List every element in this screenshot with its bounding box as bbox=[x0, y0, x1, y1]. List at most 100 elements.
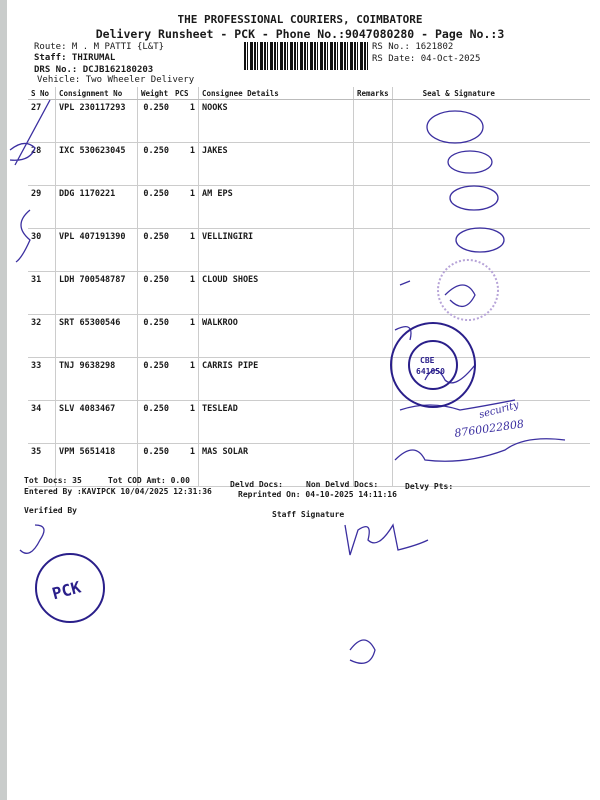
col-consignment: Consignment No bbox=[55, 87, 138, 100]
pcs: 1 bbox=[172, 142, 199, 186]
table-row: 29 DDG 1170221 0.250 1 AM EPS bbox=[28, 185, 590, 229]
signature-marks: 8760022808 security bbox=[9, 99, 566, 664]
entered-by: Entered By :KAVIPCK 10/04/2025 12:31:36 bbox=[24, 487, 212, 496]
consignment-no: VPL 407191390 bbox=[55, 228, 138, 272]
consignment-no: SRT 65300546 bbox=[55, 314, 138, 358]
staff-signature-label: Staff Signature bbox=[272, 510, 345, 519]
s-no: 28 bbox=[28, 142, 56, 186]
consignee: VELLINGIRI bbox=[198, 228, 354, 272]
remarks bbox=[353, 228, 393, 272]
weight: 0.250 bbox=[137, 357, 172, 401]
seal-signature bbox=[391, 99, 590, 143]
consignee: MAS SOLAR bbox=[198, 443, 354, 487]
consignee: AM EPS bbox=[198, 185, 354, 229]
tot-cod: Tot COD Amt: 0.00 bbox=[108, 476, 190, 485]
pcs: 1 bbox=[172, 271, 199, 315]
svg-text:641050: 641050 bbox=[416, 367, 445, 376]
svg-text:CBE: CBE bbox=[420, 356, 435, 365]
reprinted-on: Reprinted On: 04-10-2025 14:11:16 bbox=[238, 490, 397, 499]
weight: 0.250 bbox=[137, 99, 172, 143]
remarks bbox=[353, 314, 393, 358]
pcs: 1 bbox=[172, 99, 199, 143]
weight: 0.250 bbox=[137, 185, 172, 229]
s-no: 31 bbox=[28, 271, 56, 315]
company-name: THE PROFESSIONAL COURIERS, COIMBATORE bbox=[177, 13, 423, 26]
weight: 0.250 bbox=[137, 400, 172, 444]
s-no: 29 bbox=[28, 185, 56, 229]
delvy-pts: Delvy Pts: bbox=[405, 482, 454, 491]
consignment-no: SLV 4083467 bbox=[55, 400, 138, 444]
s-no: 32 bbox=[28, 314, 56, 358]
barcode bbox=[244, 42, 370, 70]
weight: 0.250 bbox=[137, 443, 172, 487]
remarks bbox=[353, 99, 393, 143]
weight: 0.250 bbox=[137, 314, 172, 358]
verified-by: Verified By bbox=[24, 506, 77, 515]
consignee: JAKES bbox=[198, 142, 354, 186]
seal-signature bbox=[391, 314, 590, 358]
weight: 0.250 bbox=[137, 142, 172, 186]
remarks bbox=[353, 185, 393, 229]
runsheet-title: Delivery Runsheet - PCK - Phone No.:9047… bbox=[95, 27, 505, 41]
table-row: 33 TNJ 9638298 0.250 1 CARRIS PIPE bbox=[28, 357, 590, 401]
seal-signature bbox=[391, 443, 590, 487]
pcs: 1 bbox=[172, 314, 199, 358]
pcs: 1 bbox=[172, 228, 199, 272]
consignee: CARRIS PIPE bbox=[198, 357, 354, 401]
table-row: 32 SRT 65300546 0.250 1 WALKROO bbox=[28, 314, 590, 358]
tot-docs: Tot Docs: 35 bbox=[24, 476, 82, 485]
consignment-no: TNJ 9638298 bbox=[55, 357, 138, 401]
remarks bbox=[353, 400, 393, 444]
col-pcs: PCS bbox=[172, 87, 199, 100]
col-consignee: Consignee Details bbox=[198, 87, 354, 100]
consignee: CLOUD SHOES bbox=[198, 271, 354, 315]
consignment-no: VPM 5651418 bbox=[55, 443, 138, 487]
drs-number: DRS No.: DCJB162180203 bbox=[34, 65, 154, 75]
consignee: WALKROO bbox=[198, 314, 354, 358]
col-seal: Seal & Signature bbox=[391, 87, 590, 100]
consignment-no: VPL 230117293 bbox=[55, 99, 138, 143]
non-delvd-docs: Non Delvd Docs: bbox=[306, 480, 379, 489]
pck-seal-text: PCK bbox=[50, 577, 83, 603]
remarks bbox=[353, 271, 393, 315]
route: Route: M . M PATTI {L&T} bbox=[34, 42, 165, 52]
rs-date: RS Date: 04-Oct-2025 bbox=[372, 54, 481, 64]
s-no: 27 bbox=[28, 99, 56, 143]
seal-signature bbox=[391, 400, 590, 444]
rs-number: RS No.: 1621802 bbox=[372, 42, 454, 52]
remarks bbox=[353, 142, 393, 186]
delvd-docs: Delvd Docs: bbox=[230, 480, 283, 489]
pcs: 1 bbox=[172, 400, 199, 444]
s-no: 30 bbox=[28, 228, 56, 272]
remarks bbox=[353, 357, 393, 401]
consignee: NOOKS bbox=[198, 99, 354, 143]
table-row: 28 IXC 530623045 0.250 1 JAKES bbox=[28, 142, 590, 186]
weight: 0.250 bbox=[137, 228, 172, 272]
staff: Staff: THIRUMAL bbox=[34, 53, 116, 63]
pcs: 1 bbox=[172, 443, 199, 487]
consignment-no: LDH 700548787 bbox=[55, 271, 138, 315]
table-row: 34 SLV 4083467 0.250 1 TESLEAD bbox=[28, 400, 590, 444]
remarks bbox=[353, 443, 393, 487]
company-seal: CBE 641050 bbox=[390, 259, 499, 408]
col-weight: Weight bbox=[137, 87, 172, 100]
vehicle: Vehicle: Two Wheeler Delivery bbox=[37, 75, 195, 85]
pck-seal: PCK bbox=[35, 553, 105, 623]
col-sno: S No bbox=[28, 87, 56, 100]
runsheet-table: S No Consignment No Weight PCS Consignee… bbox=[28, 87, 590, 487]
consignment-no: IXC 530623045 bbox=[55, 142, 138, 186]
weight: 0.250 bbox=[137, 271, 172, 315]
pcs: 1 bbox=[172, 357, 199, 401]
s-no: 35 bbox=[28, 443, 56, 487]
consignee: TESLEAD bbox=[198, 400, 354, 444]
col-remarks: Remarks bbox=[353, 87, 393, 100]
table-row: 30 VPL 407191390 0.250 1 VELLINGIRI bbox=[28, 228, 590, 272]
pcs: 1 bbox=[172, 185, 199, 229]
table-row: 27 VPL 230117293 0.250 1 NOOKS bbox=[28, 99, 590, 143]
table-row: 31 LDH 700548787 0.250 1 CLOUD SHOES bbox=[28, 271, 590, 315]
seal-signature bbox=[391, 271, 590, 315]
table-row: 35 VPM 5651418 0.250 1 MAS SOLAR bbox=[28, 443, 590, 487]
consignment-no: DDG 1170221 bbox=[55, 185, 138, 229]
handwritten-phone: 8760022808 bbox=[454, 417, 525, 440]
